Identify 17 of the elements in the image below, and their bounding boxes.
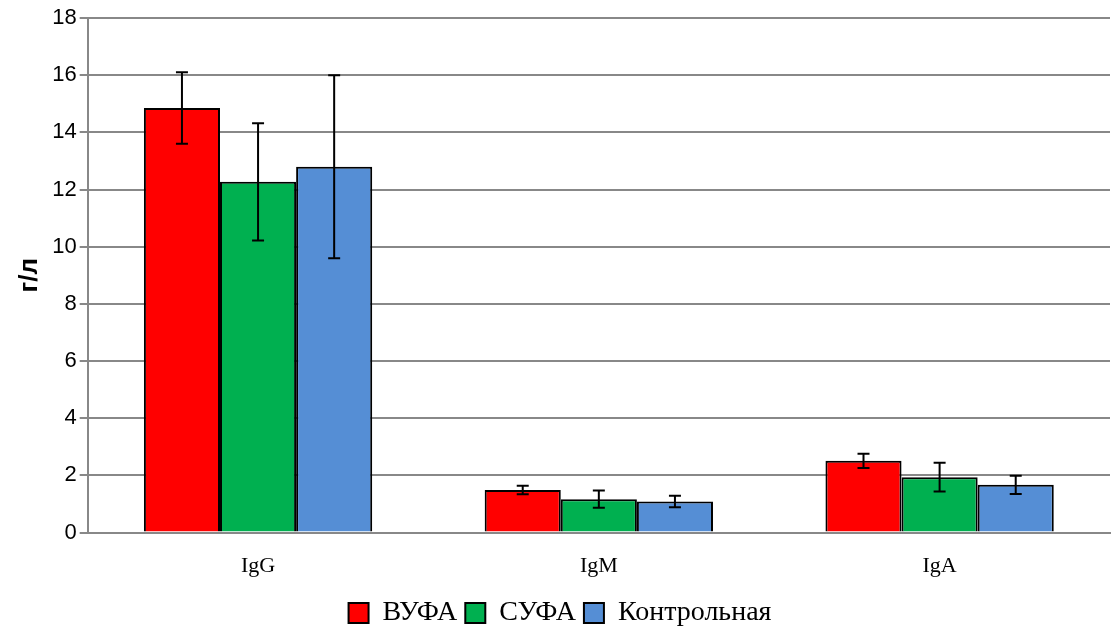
x-tick-label: IgG	[240, 551, 276, 577]
y-tick-label: 0	[64, 518, 77, 544]
y-tick-label: 14	[52, 118, 77, 144]
y-tick-label: 4	[64, 404, 77, 430]
y-axis-title: г/л	[12, 258, 43, 293]
y-tick-label: 18	[52, 4, 77, 30]
legend-label: ВУФА	[382, 595, 459, 627]
legend-label: СУФА	[499, 595, 577, 627]
y-tick-label: 8	[64, 289, 77, 315]
legend-label: Контрольная	[617, 595, 772, 627]
y-tick-label: 16	[52, 61, 77, 87]
y-tick-label: 10	[52, 232, 77, 258]
x-tick-label: IgA	[922, 551, 957, 577]
y-tick-label: 6	[64, 347, 77, 373]
y-tick-label: 2	[64, 461, 77, 487]
y-tick-label: 12	[52, 175, 77, 201]
x-tick-label: IgM	[579, 551, 618, 577]
